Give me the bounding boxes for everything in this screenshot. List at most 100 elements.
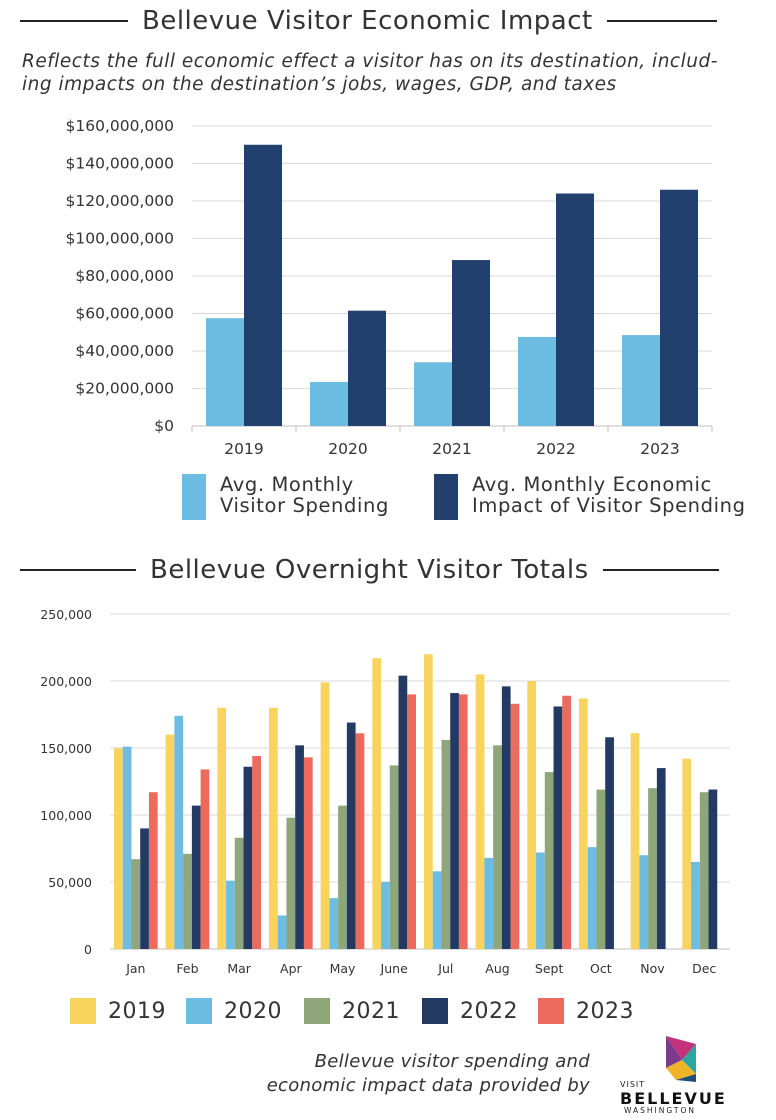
bar-Jul-2019 <box>424 654 433 949</box>
y-tick-label: $40,000,000 <box>75 342 174 360</box>
section1-header: Bellevue Visitor Economic Impact <box>0 6 776 36</box>
legend-item-economic-impact: Avg. Monthly Economic Impact of Visitor … <box>434 474 746 520</box>
bar-May-2019 <box>320 682 330 949</box>
bar-June-2019 <box>372 658 382 949</box>
data-credit: Bellevue visitor spending and economic i… <box>267 1050 590 1098</box>
subtitle-line-2: ing impacts on the destination’s jobs, w… <box>22 74 617 95</box>
legend-label: 2023 <box>576 998 634 1024</box>
bar-May-2023 <box>355 733 365 949</box>
y-tick-label: $80,000,000 <box>75 267 174 285</box>
bar-Oct-2021 <box>596 789 606 949</box>
x-tick-label: 2019 <box>224 440 263 458</box>
bar-Dec-2019 <box>682 758 692 949</box>
y-tick-label: $20,000,000 <box>75 380 174 398</box>
x-tick-label: June <box>380 961 409 976</box>
bar-Aug-2021 <box>493 745 502 949</box>
logo-brand-text: BELLEVUE <box>620 1089 727 1108</box>
legend-label: 2022 <box>460 998 518 1024</box>
bar-Aug-2020 <box>484 857 494 949</box>
bar-Jan-2020 <box>122 746 132 949</box>
bar-Feb-2021 <box>183 853 192 949</box>
x-tick-label: Mar <box>227 961 251 976</box>
x-tick-label: Feb <box>176 961 198 976</box>
bar-Oct-2022 <box>605 737 614 949</box>
bar-Nov-2021 <box>648 788 657 949</box>
bar-May-2022 <box>346 722 356 949</box>
bar-Feb-2020 <box>174 715 184 949</box>
bar-Jan-2019 <box>114 748 123 949</box>
logo-sub-text: WASHINGTON <box>624 1106 696 1115</box>
bar-Apr-2021 <box>286 817 296 949</box>
bar-June-2021 <box>389 765 399 949</box>
bar-Mar-2020 <box>226 880 235 949</box>
legend-swatch <box>70 998 96 1024</box>
legend-label: 2019 <box>108 998 166 1024</box>
bar-2021-avg-monthly-visitor-spending <box>414 362 452 426</box>
bar-Apr-2020 <box>277 915 287 949</box>
y-tick-label: $0 <box>154 417 174 435</box>
bar-Apr-2023 <box>303 757 313 949</box>
bar-June-2022 <box>398 675 408 949</box>
bar-Nov-2020 <box>639 855 649 949</box>
y-tick-label: $140,000,000 <box>66 155 174 173</box>
section1-title: Bellevue Visitor Economic Impact <box>142 6 593 36</box>
bar-Nov-2022 <box>656 768 666 949</box>
bar-2023-avg-monthly-visitor-spending <box>622 335 660 426</box>
bar-Oct-2020 <box>587 847 597 949</box>
section1-subtitle: Reflects the full economic effect a visi… <box>22 50 762 96</box>
bar-Sept-2023 <box>562 695 571 949</box>
y-tick-label: 250,000 <box>40 607 92 622</box>
subtitle-line-1: Reflects the full economic effect a visi… <box>22 51 718 72</box>
x-tick-label: Nov <box>640 961 665 976</box>
logo-mark-icon <box>666 1036 696 1082</box>
header-rule-right <box>602 569 719 571</box>
y-tick-label: $100,000,000 <box>66 230 174 248</box>
x-tick-label: Sept <box>535 961 564 976</box>
x-tick-label: May <box>330 961 356 976</box>
y-tick-label: 0 <box>84 942 92 957</box>
bar-Sept-2019 <box>527 681 537 949</box>
legend-label: 2021 <box>342 998 400 1024</box>
visit-bellevue-logo: VISIT BELLEVUE WASHINGTON <box>620 1034 750 1115</box>
bar-2021-avg-monthly-economic-impact-of-visitor-spending <box>452 260 490 426</box>
bar-Nov-2019 <box>630 733 640 949</box>
bar-2020-avg-monthly-visitor-spending <box>310 381 348 426</box>
bar-June-2020 <box>381 882 390 949</box>
overnight-visitors-chart: 0 50,000 100,000 150,000 200,000 250,000 Jan Fe… <box>40 607 730 976</box>
bar-Sept-2020 <box>536 852 545 949</box>
y-tick-label: $120,000,000 <box>66 192 174 210</box>
bar-June-2023 <box>407 694 416 949</box>
bar-Mar-2019 <box>217 707 227 949</box>
legend-swatch <box>538 998 564 1024</box>
legend-item-2023: 2023 <box>538 998 634 1024</box>
bar-2022-avg-monthly-economic-impact-of-visitor-spending <box>556 193 594 426</box>
bar-Aug-2019 <box>475 674 485 949</box>
bar-2019-avg-monthly-visitor-spending <box>206 318 244 426</box>
bar-2022-avg-monthly-visitor-spending <box>518 336 556 426</box>
bar-Jul-2021 <box>441 739 451 949</box>
legend-swatch <box>434 474 458 520</box>
header-rule-right <box>606 20 717 22</box>
bar-Jul-2023 <box>458 694 468 949</box>
bar-Apr-2019 <box>269 707 278 949</box>
bar-Jan-2021 <box>131 859 141 949</box>
legend-swatch <box>422 998 448 1024</box>
bar-Dec-2022 <box>708 789 718 949</box>
x-tick-label: Oct <box>590 961 612 976</box>
y-tick-label: 150,000 <box>40 741 92 756</box>
bar-Feb-2023 <box>200 769 210 949</box>
bar-Mar-2022 <box>243 766 253 949</box>
chart2-legend: 2019 2020 2021 2022 2023 <box>0 998 776 1030</box>
bar-Sept-2021 <box>544 772 554 949</box>
bar-Mar-2023 <box>252 756 261 949</box>
bar-Feb-2022 <box>191 805 201 949</box>
bar-May-2020 <box>329 898 339 949</box>
bar-Jan-2022 <box>140 828 149 949</box>
y-tick-label: 100,000 <box>40 808 92 823</box>
x-tick-label: 2023 <box>640 440 679 458</box>
section2-header: Bellevue Overnight Visitor Totals <box>0 555 776 585</box>
bar-Oct-2019 <box>579 698 588 949</box>
y-tick-label: $60,000,000 <box>75 305 174 323</box>
x-tick-label: 2022 <box>536 440 575 458</box>
legend-label: 2020 <box>224 998 282 1024</box>
